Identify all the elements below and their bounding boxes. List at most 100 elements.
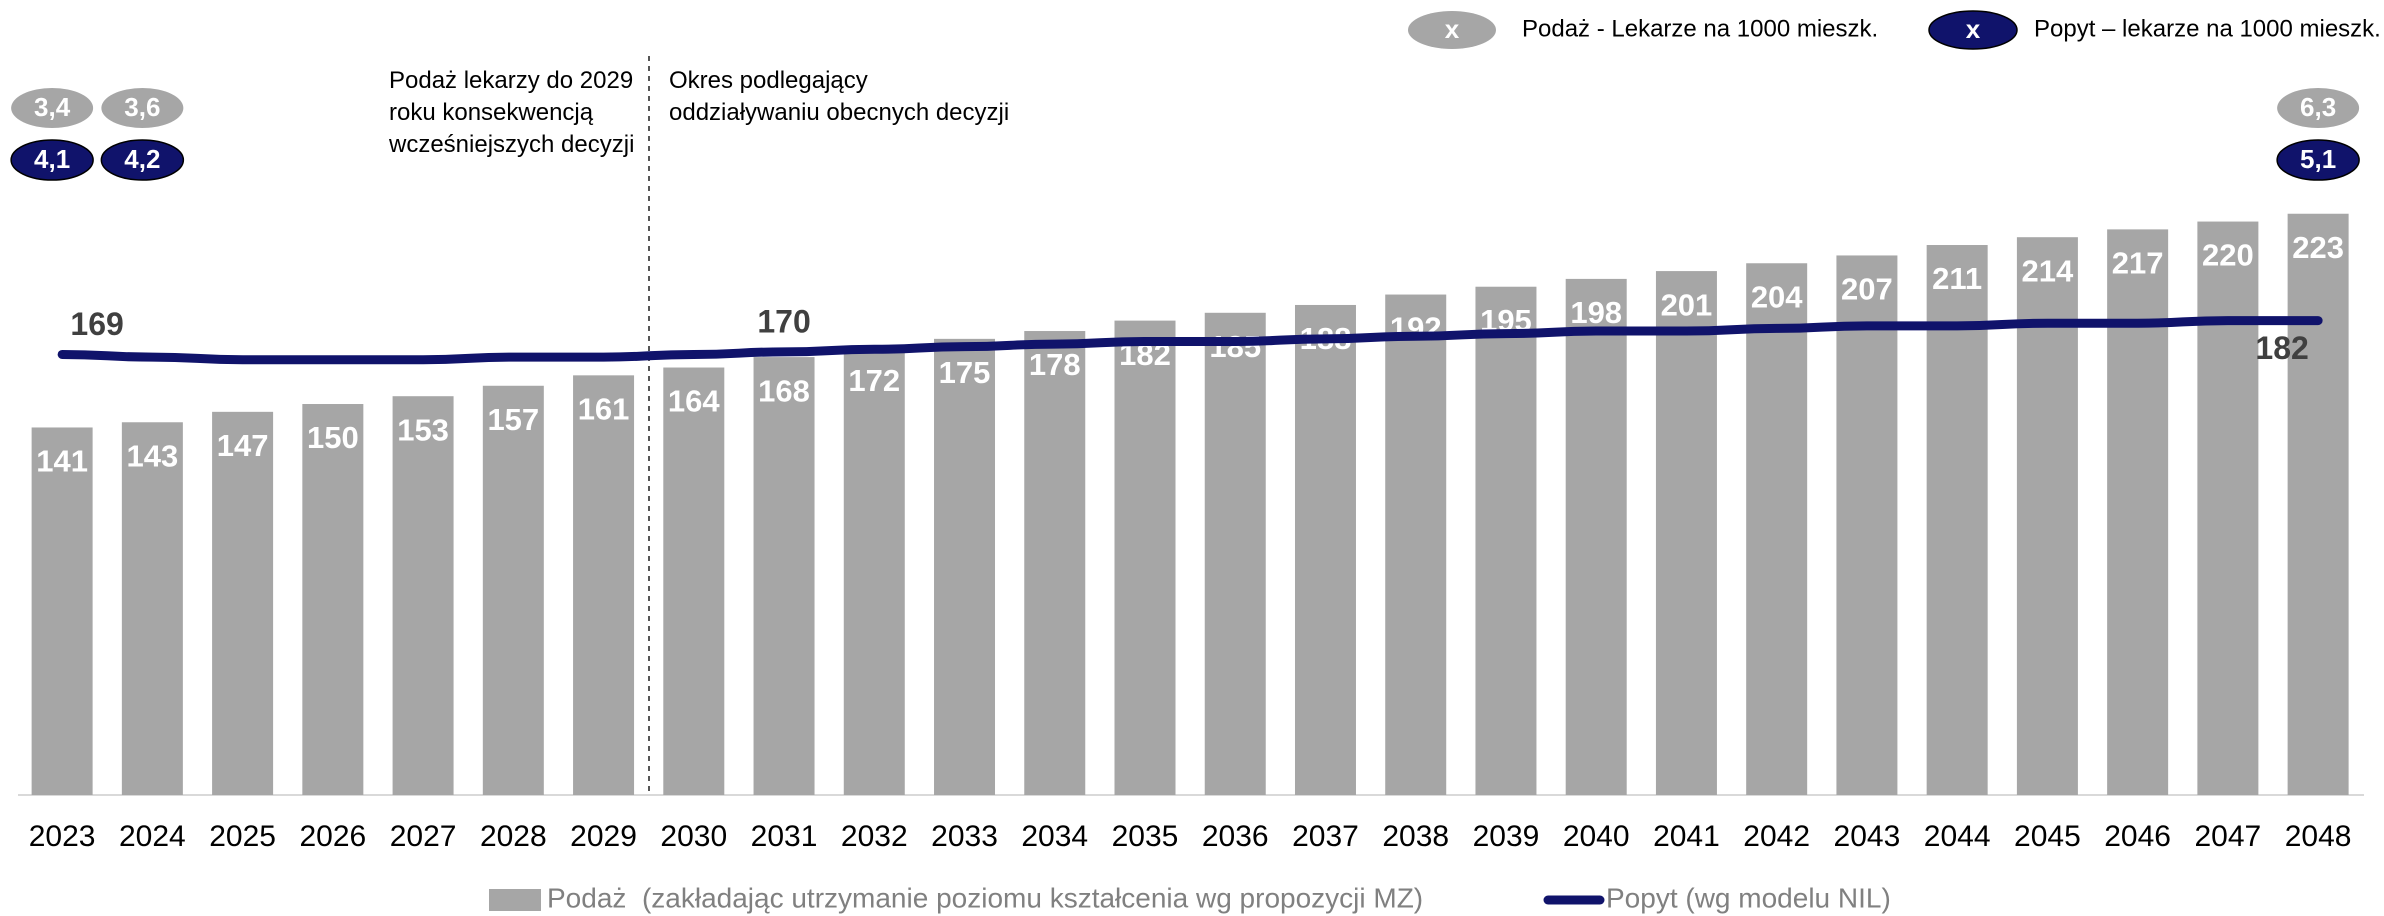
supply-ratio-oval <box>101 88 184 128</box>
bar-label: 161 <box>578 392 630 427</box>
legend-oval <box>1928 10 2018 50</box>
bar-label: 223 <box>2292 230 2344 265</box>
supply-ratio-oval <box>2277 88 2360 128</box>
bar-label: 178 <box>1029 347 1081 382</box>
bar <box>1024 331 1086 795</box>
x-tick-label: 2037 <box>1292 820 1359 853</box>
x-tick-label: 2044 <box>1924 820 1991 853</box>
x-tick-label: 2024 <box>119 820 186 853</box>
bar <box>1475 286 1537 795</box>
x-tick-label: 2041 <box>1653 820 1720 853</box>
demand-ratio-oval <box>2276 139 2360 181</box>
bar <box>1565 278 1627 796</box>
bar <box>1926 245 1988 796</box>
bar <box>1294 304 1356 795</box>
x-tick-label: 2046 <box>2104 820 2171 853</box>
bar-label: 185 <box>1209 329 1261 364</box>
bar <box>121 422 183 795</box>
bar-label: 217 <box>2112 246 2164 281</box>
demand-ratio-label: 4,1 <box>34 144 70 174</box>
x-tick-label: 2032 <box>841 820 908 853</box>
bar-label: 198 <box>1570 295 1622 330</box>
supply-ratio-label: 3,4 <box>34 92 71 122</box>
bar <box>934 338 996 795</box>
bar-label: 147 <box>217 428 269 463</box>
legend-text: Popyt – lekarze na 1000 mieszk. <box>2034 15 2381 42</box>
bar <box>482 385 544 795</box>
x-tick-label: 2039 <box>1473 820 1540 853</box>
x-tick-label: 2034 <box>1021 820 1088 853</box>
legend-text: Podaż - Lekarze na 1000 mieszk. <box>1522 15 1878 42</box>
annotation-line: Podaż lekarzy do 2029 <box>389 67 633 94</box>
annotation: Okres podlegający oddziaływaniu obecnych … <box>669 67 1009 126</box>
bar-label: 204 <box>1751 279 1803 314</box>
bar-label: 175 <box>939 355 991 390</box>
bar-label: 157 <box>487 402 539 437</box>
bar <box>573 375 635 795</box>
bar-label: 220 <box>2202 238 2254 273</box>
line <box>57 316 2323 365</box>
x-tick-label: 2040 <box>1563 820 1630 853</box>
x-tick-label: 2047 <box>2195 820 2262 853</box>
legend-label: Popyt (wg modelu NIL) <box>1606 882 1891 913</box>
bar-label: 211 <box>1932 261 1982 296</box>
bar <box>2107 229 2169 795</box>
annotation-line: roku konsekwencją <box>389 99 594 126</box>
legend-label: Podaż (zakładając utrzymanie poziomu ksz… <box>547 882 1423 913</box>
x-tick-label: 2043 <box>1834 820 1901 853</box>
bar-label: 207 <box>1841 272 1893 307</box>
bar <box>843 346 905 795</box>
demand-ratio-label: 5,1 <box>2300 144 2336 174</box>
bar <box>392 396 454 795</box>
demand-ratio-label: 4,2 <box>124 144 160 174</box>
bar <box>1385 294 1447 795</box>
bar-label: 143 <box>126 438 178 473</box>
line-label: 182 <box>2255 330 2308 366</box>
x-tick-label: 2038 <box>1382 820 1449 853</box>
x-tick-label: 2027 <box>390 820 457 853</box>
x-tick-label: 2029 <box>570 820 637 853</box>
legend-oval-text: x <box>1445 14 1460 44</box>
supply-ratio-label: 3,6 <box>124 92 160 122</box>
x-tick-label: 2023 <box>29 820 96 853</box>
bar <box>2197 221 2259 795</box>
bar <box>302 404 364 795</box>
x-tick-label: 2028 <box>480 820 547 853</box>
x-tick-label: 2042 <box>1743 820 1810 853</box>
bar-label: 214 <box>2022 253 2074 288</box>
supply-ratio-oval <box>11 88 94 128</box>
x-tick-label: 2025 <box>209 820 276 853</box>
annotation-line: oddziaływaniu obecnych decyzji <box>669 99 1009 126</box>
bar <box>1655 271 1717 795</box>
x-tick-label: 2048 <box>2285 820 2352 853</box>
supply-ratio-label: 6,3 <box>2300 92 2336 122</box>
annotation-line: wcześniejszych decyzji <box>388 131 634 158</box>
demand-ratio-oval <box>100 139 185 181</box>
legend-oval <box>1408 11 1496 49</box>
x-tick-label: 2030 <box>660 820 727 853</box>
line-label: 169 <box>70 306 123 342</box>
bar <box>212 411 274 795</box>
bar-label: 164 <box>668 384 720 419</box>
bar <box>2287 213 2349 796</box>
x-tick-label: 2031 <box>751 820 818 853</box>
annotation: Podaż lekarzy do 2029 roku konsekwencją wc… <box>388 67 634 158</box>
x-tick-label: 2036 <box>1202 820 1269 853</box>
bar <box>1204 312 1266 795</box>
legend-swatch <box>489 889 541 911</box>
annotation-line: Okres podlegający <box>669 67 868 94</box>
x-tick-label: 2045 <box>2014 820 2081 853</box>
demand-ratio-oval <box>10 139 94 181</box>
bar <box>2016 237 2078 795</box>
x-tick-label: 2033 <box>931 820 998 853</box>
bar-label: 141 <box>36 444 88 479</box>
bar-label: 150 <box>307 420 359 455</box>
x-tick-label: 2026 <box>299 820 366 853</box>
legend-oval-text: x <box>1966 14 1981 44</box>
bar <box>1836 255 1898 795</box>
bar <box>31 427 93 795</box>
bar-label: 172 <box>848 363 900 398</box>
bar-label: 201 <box>1661 287 1713 322</box>
bar <box>1114 320 1176 795</box>
